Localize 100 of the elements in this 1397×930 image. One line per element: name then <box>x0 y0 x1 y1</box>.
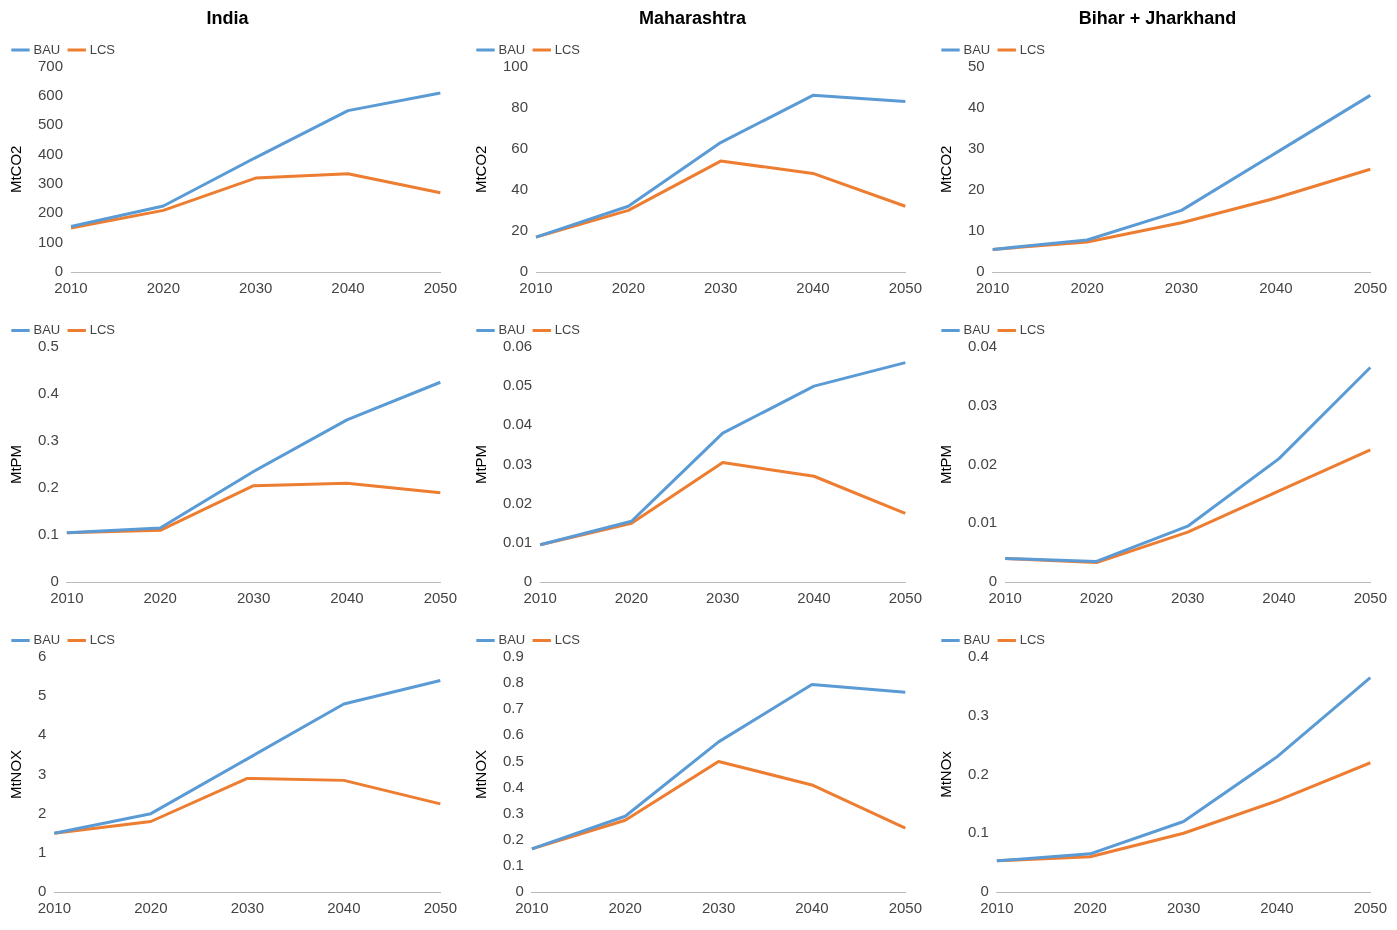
legend-label: LCS <box>554 632 581 648</box>
x-tick-label: 2010 <box>515 899 549 917</box>
chart-title: Bihar + Jharkhand <box>1078 7 1237 28</box>
chart-title: India <box>206 7 250 28</box>
y-tick-label: 3 <box>38 764 47 782</box>
y-tick-label: 5 <box>38 686 47 704</box>
x-tick-label: 2020 <box>611 279 646 297</box>
x-tick-label: 2050 <box>423 589 457 607</box>
y-tick-label: 0.4 <box>967 647 989 665</box>
legend-label: BAU <box>33 41 61 57</box>
y-tick-label: 0.6 <box>502 725 524 743</box>
y-tick-label: 80 <box>511 97 529 115</box>
y-tick-label: 0.06 <box>502 337 533 355</box>
y-tick-label: 1 <box>38 842 47 860</box>
x-tick-label: 2020 <box>608 899 642 917</box>
y-tick-label: 300 <box>38 174 64 192</box>
x-tick-label: 2020 <box>143 589 177 607</box>
x-tick-label: 2040 <box>1260 899 1294 917</box>
x-tick-label: 2030 <box>236 589 271 607</box>
y-tick-label: 30 <box>968 138 985 156</box>
y-tick-label: 0.2 <box>37 478 59 496</box>
y-tick-label: 0 <box>515 882 524 900</box>
x-tick-label: 2010 <box>50 589 84 607</box>
legend-label: LCS <box>1019 41 1046 57</box>
x-tick-label: 2050 <box>888 279 922 297</box>
x-tick-label: 2010 <box>980 899 1014 917</box>
y-tick-label: 10 <box>968 221 985 239</box>
x-tick-label: 2030 <box>701 899 736 917</box>
legend-label: LCS <box>1019 632 1046 648</box>
y-tick-label: 0 <box>50 572 59 590</box>
x-tick-label: 2030 <box>230 899 265 917</box>
y-tick-label: 0.2 <box>502 829 524 847</box>
x-tick-label: 2040 <box>330 589 364 607</box>
x-tick-label: 2010 <box>37 899 72 917</box>
y-tick-label: 0.03 <box>502 454 533 472</box>
y-axis-title: MtPM <box>7 444 25 485</box>
legend-label: BAU <box>963 322 991 338</box>
y-tick-label: 0.04 <box>967 337 998 355</box>
legend-label: LCS <box>1019 322 1046 338</box>
y-tick-label: 100 <box>503 56 529 74</box>
y-tick-label: 50 <box>968 56 985 74</box>
y-tick-label: 0.02 <box>967 454 998 472</box>
y-tick-label: 20 <box>511 221 529 239</box>
y-tick-label: 0.8 <box>502 673 524 691</box>
legend-label: LCS <box>554 41 581 57</box>
x-tick-label: 2050 <box>1353 279 1387 297</box>
legend-label: LCS <box>554 322 581 338</box>
x-tick-label: 2020 <box>146 279 181 297</box>
x-tick-label: 2010 <box>988 589 1022 607</box>
y-tick-label: 700 <box>38 56 64 74</box>
x-tick-label: 2020 <box>1070 279 1104 297</box>
x-tick-label: 2030 <box>1171 589 1205 607</box>
y-tick-label: 0 <box>980 882 989 900</box>
x-tick-label: 2010 <box>523 589 557 607</box>
y-axis-title: MtPM <box>472 444 490 485</box>
y-tick-label: 0.3 <box>502 803 524 821</box>
legend-label: BAU <box>498 41 526 57</box>
x-tick-label: 2030 <box>703 279 738 297</box>
y-axis-title: MtNOX <box>472 749 490 800</box>
x-tick-label: 2050 <box>423 899 457 917</box>
x-tick-label: 2030 <box>706 589 740 607</box>
x-tick-label: 2040 <box>1259 279 1293 297</box>
y-tick-label: 0 <box>523 572 533 590</box>
y-axis-title: MtCO2 <box>472 145 490 194</box>
y-tick-label: 0.4 <box>37 384 59 402</box>
x-tick-label: 2040 <box>1262 589 1296 607</box>
y-axis-title: MtCO2 <box>7 145 25 194</box>
y-tick-label: 40 <box>968 97 985 115</box>
x-tick-label: 2020 <box>614 589 649 607</box>
y-tick-label: 0.5 <box>502 751 524 769</box>
x-tick-label: 2020 <box>1073 899 1107 917</box>
legend-label: LCS <box>89 632 116 648</box>
legend-label: BAU <box>498 322 526 338</box>
legend-label: BAU <box>963 41 991 57</box>
y-axis-title: MtNOX <box>7 749 25 800</box>
y-tick-label: 0.02 <box>502 493 533 511</box>
x-tick-label: 2050 <box>423 279 457 297</box>
legend-label: BAU <box>498 632 526 648</box>
y-tick-label: 0 <box>976 262 985 280</box>
y-tick-label: 4 <box>38 725 47 743</box>
y-tick-label: 0.01 <box>502 532 533 550</box>
y-tick-label: 0.04 <box>502 415 533 433</box>
y-tick-label: 2 <box>38 803 47 821</box>
y-tick-label: 60 <box>511 138 529 156</box>
x-tick-label: 2030 <box>238 279 273 297</box>
y-tick-label: 500 <box>38 115 64 133</box>
legend-label: BAU <box>963 632 991 648</box>
y-tick-label: 0 <box>519 262 529 280</box>
y-tick-label: 0.05 <box>502 376 533 394</box>
y-tick-label: 40 <box>511 179 529 197</box>
y-tick-label: 20 <box>968 179 985 197</box>
y-tick-label: 0.1 <box>37 525 59 543</box>
y-tick-label: 0.9 <box>502 647 524 665</box>
y-tick-label: 0 <box>38 882 47 900</box>
x-tick-label: 2050 <box>888 589 922 607</box>
x-tick-label: 2040 <box>797 589 831 607</box>
x-tick-label: 2050 <box>1353 899 1387 917</box>
x-tick-label: 2030 <box>1166 899 1201 917</box>
legend-label: BAU <box>33 632 61 648</box>
legend-label: LCS <box>89 322 116 338</box>
